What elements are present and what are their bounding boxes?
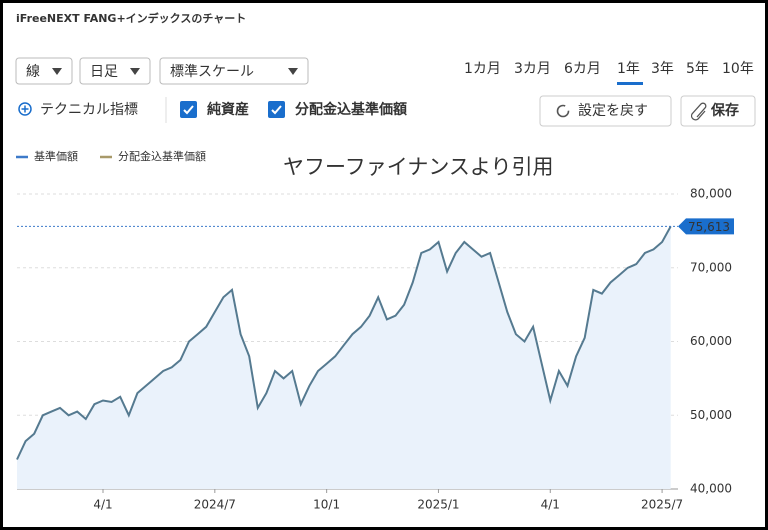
period-button[interactable]: 1年 bbox=[617, 61, 640, 77]
checkbox-label: 純資産 bbox=[207, 101, 249, 118]
period-button[interactable]: 3カ月 bbox=[514, 61, 551, 77]
dropdown[interactable] bbox=[79, 57, 151, 85]
x-tick-label: 2025/7 bbox=[641, 498, 683, 512]
line bbox=[16, 225, 672, 460]
watermark: ヤフーファイナンスより引用 bbox=[283, 155, 553, 179]
period-button[interactable]: 6カ月 bbox=[564, 61, 601, 77]
last-value-tag bbox=[678, 218, 734, 235]
dropdown-label: 標準スケール bbox=[170, 64, 254, 80]
save-button[interactable] bbox=[680, 95, 756, 127]
technical-button[interactable]: テクニカル指標 bbox=[40, 102, 138, 118]
check-mark bbox=[271, 105, 282, 115]
checkbox[interactable] bbox=[180, 101, 197, 118]
dropdown-arrow bbox=[52, 68, 62, 75]
period-underline bbox=[617, 82, 643, 85]
y-tick-label: 40,000 bbox=[690, 482, 732, 496]
checkbox[interactable] bbox=[268, 101, 285, 118]
period-button[interactable]: 10年 bbox=[722, 61, 754, 77]
page-title: iFreeNEXT FANG+インデックスのチャート bbox=[16, 11, 246, 25]
dropdown-arrow bbox=[130, 68, 140, 75]
y-tick-label: 60,000 bbox=[690, 334, 732, 348]
reset-icon bbox=[556, 104, 570, 118]
x-tick-label: 2024/7 bbox=[194, 498, 236, 512]
x-tick-label: 10/1 bbox=[313, 498, 340, 512]
period-button[interactable]: 3年 bbox=[651, 61, 674, 77]
reset-button[interactable] bbox=[539, 95, 672, 127]
legend-label: 分配金込基準価額 bbox=[118, 149, 206, 163]
save-label: 保存 bbox=[710, 102, 739, 119]
technical-plus bbox=[21, 105, 29, 113]
last-value-label: 75,613 bbox=[688, 220, 730, 234]
y-tick-label: 80,000 bbox=[690, 187, 732, 201]
dropdown-label: 線 bbox=[26, 64, 40, 80]
checkbox-label: 分配金込基準価額 bbox=[295, 101, 407, 118]
clip-icon bbox=[690, 102, 707, 121]
legend-label: 基準価額 bbox=[34, 149, 78, 163]
check-mark bbox=[183, 105, 194, 115]
x-tick-label: 2025/1 bbox=[417, 498, 459, 512]
x-tick-label: 4/1 bbox=[541, 498, 560, 512]
y-tick-label: 70,000 bbox=[690, 260, 732, 274]
dropdown-arrow bbox=[288, 68, 298, 75]
x-tick-label: 4/1 bbox=[93, 498, 112, 512]
dropdown[interactable] bbox=[15, 57, 73, 85]
y-tick-label: 50,000 bbox=[690, 408, 732, 422]
area bbox=[17, 226, 671, 489]
dropdown[interactable] bbox=[159, 57, 309, 85]
period-button[interactable]: 1カ月 bbox=[464, 61, 501, 77]
period-button[interactable]: 5年 bbox=[686, 61, 709, 77]
dropdown-label: 日足 bbox=[90, 64, 118, 80]
reset-label: 設定を戻す bbox=[578, 103, 648, 119]
technical-icon bbox=[18, 102, 32, 116]
